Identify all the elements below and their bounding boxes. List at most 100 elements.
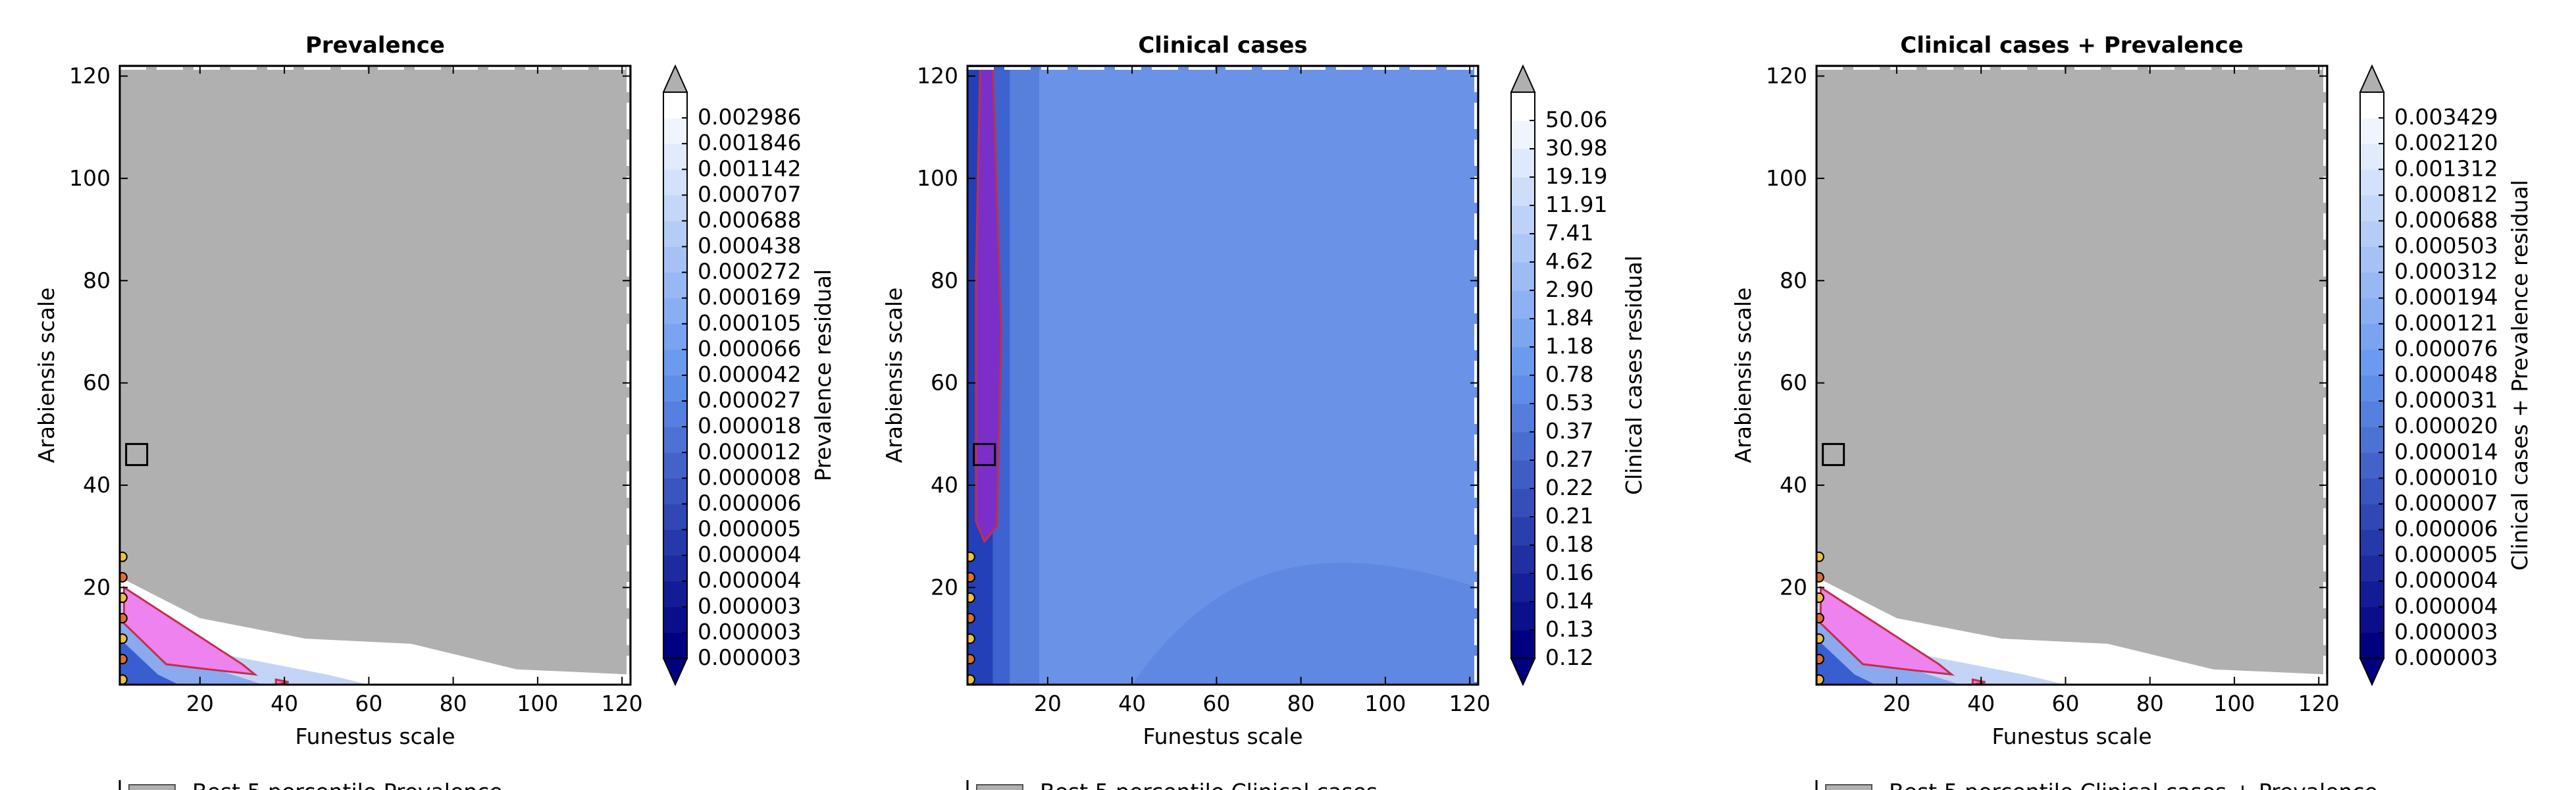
y-tick-label: 20 (1780, 574, 1807, 600)
colorbar-segment (2360, 427, 2384, 453)
colorbar-segment (1511, 545, 1535, 574)
best-fit-marker (973, 442, 996, 466)
x-tick-label: 80 (2136, 691, 2164, 716)
colorbar-tick-label: 0.000018 (698, 413, 801, 438)
colorbar-tick-label: 0.000003 (698, 645, 801, 670)
legend-swatch (1825, 784, 1872, 790)
colorbar-tick-label: 0.001846 (698, 130, 801, 155)
colorbar-segment (1511, 319, 1535, 348)
legend-swatch (128, 784, 176, 790)
colorbar-tick-label: 0.000105 (698, 310, 801, 336)
y-tick-label: 80 (931, 267, 958, 293)
colorbar-tick-label: 0.14 (1545, 588, 1593, 614)
colorbar-tick-label: 19.19 (1545, 163, 1607, 189)
colorbar-segment (2360, 246, 2384, 273)
sample-point (120, 592, 128, 603)
colorbar-tick-label: 11.91 (1545, 192, 1607, 217)
colorbar-extend-bottom (662, 658, 688, 687)
x-tick-label: 60 (2051, 691, 2079, 716)
colorbar-frame (2359, 92, 2384, 659)
colorbar-tick-label: 0.000012 (698, 438, 801, 464)
colorbar-tick-label: 0.000066 (698, 336, 801, 361)
y-tick-label: 120 (69, 63, 111, 89)
colorbar-segment (2360, 504, 2384, 531)
best-5-percentile-region (1819, 585, 1955, 676)
best-5-percentile-region (1971, 678, 1986, 685)
colorbar-label: Clinical cases residual (1621, 255, 1647, 495)
colorbar-tick-label: 0.000076 (2394, 336, 2498, 361)
colorbar-tick-label: 0.000688 (2394, 207, 2498, 232)
x-tick-label: 120 (2298, 691, 2340, 716)
sample-point (120, 613, 128, 624)
colorbar-segment (2360, 272, 2384, 299)
colorbar-segment (663, 555, 687, 582)
colorbar-segment (1511, 432, 1535, 461)
best-5-percentile-region (122, 585, 259, 676)
colorbar-tick-label: 0.000027 (698, 387, 801, 413)
colorbar-tick-label: 50.06 (1545, 107, 1607, 132)
colorbar-segment (663, 349, 687, 376)
y-tick-label: 60 (931, 370, 958, 396)
colorbar-frame (663, 92, 688, 659)
colorbar-tick-label: 0.001142 (698, 155, 801, 181)
colorbar-segment (663, 92, 687, 118)
panel-clinical-cases: 20 40 60 80 100 120 20 40 60 80 100 120 Clinical cas… (881, 32, 1647, 790)
colorbar-segment (663, 478, 687, 504)
colorbar-segment (2360, 478, 2384, 504)
x-tick-label: 120 (1449, 691, 1491, 716)
colorbar-tick-label: 0.000003 (2394, 645, 2498, 670)
x-tick-label: 60 (1202, 691, 1230, 716)
colorbar-segment (663, 427, 687, 453)
colorbar: 0.12 0.130.14 0.16 0.180.21 0.22 0.270.37 0.53… (1510, 64, 1647, 687)
heatmap-area (1816, 66, 2327, 685)
colorbar-tick-label: 1.18 (1545, 333, 1593, 359)
colorbar-segment (663, 452, 687, 479)
colorbar-tick-label: 0.000003 (698, 619, 801, 645)
x-tick-label: 100 (2213, 691, 2255, 716)
sample-point (1816, 654, 1824, 665)
y-tick-label: 40 (83, 472, 111, 498)
colorbar-tick-label: 0.78 (1545, 361, 1593, 387)
x-axis-label: Funestus scale (295, 724, 455, 749)
sample-point (967, 592, 975, 603)
y-tick-label: 40 (1780, 472, 1807, 498)
colorbar-tick-label: 0.53 (1545, 390, 1593, 415)
sample-point (967, 633, 975, 645)
colorbar-segment (663, 298, 687, 325)
colorbar-tick-label: 0.000010 (2394, 464, 2498, 490)
colorbar-tick-label: 0.000169 (698, 284, 801, 310)
sample-point (120, 633, 128, 645)
colorbar-tick-label: 1.84 (1545, 305, 1593, 330)
colorbar-segment (2360, 452, 2384, 479)
colorbar-extend-top (1510, 64, 1536, 93)
colorbar-tick-label: 0.27 (1545, 446, 1593, 472)
x-tick-label: 40 (1118, 691, 1146, 716)
sample-point (967, 613, 975, 624)
colorbar-segment (663, 323, 687, 350)
colorbar-segment (2360, 529, 2384, 556)
colorbar-segment (1511, 488, 1535, 517)
colorbar-tick-label: 4.62 (1545, 248, 1593, 274)
colorbar-tick-label: 0.13 (1545, 616, 1593, 642)
x-tick-label: 20 (1034, 691, 1062, 716)
colorbar-segment (1511, 177, 1535, 206)
contour-band (1816, 618, 1961, 685)
y-axis-label: Arabiensis scale (34, 288, 59, 463)
panel-title: Clinical cases + Prevalence (1900, 32, 2244, 59)
colorbar-tick-label: 0.001312 (2394, 155, 2498, 181)
colorbar-segment (663, 606, 687, 633)
colorbar-label: Clinical cases + Prevalence residual (2507, 180, 2533, 570)
x-tick-label: 20 (186, 691, 214, 716)
colorbar-segment (1511, 290, 1535, 319)
panel-prevalence: 20 40 60 80 100 120 20 40 60 80 100 120 Prevalence Fu… (34, 32, 836, 790)
y-tick-label: 20 (83, 574, 111, 600)
contour-band (1816, 577, 2327, 685)
panel-title: Prevalence (305, 32, 445, 59)
colorbar-tick-label: 0.37 (1545, 418, 1593, 444)
colorbar-tick-label: 0.003429 (2394, 104, 2498, 130)
colorbar-segment (2360, 118, 2384, 144)
y-tick-label: 60 (1780, 370, 1807, 396)
legend-partial: Best 5 percentile Clinical cases + Preva… (1815, 779, 2378, 790)
y-tick-label: 120 (917, 63, 958, 89)
